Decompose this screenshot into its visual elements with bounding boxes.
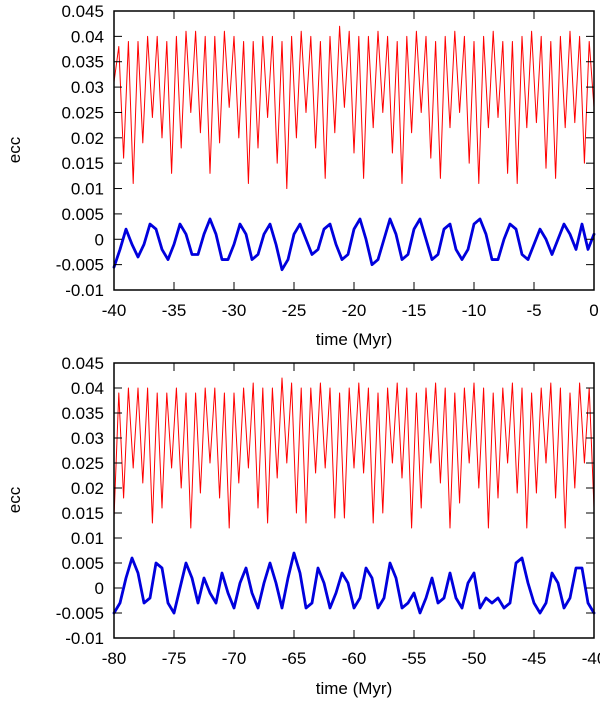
y-tick-label: 0.035	[61, 53, 104, 72]
y-tick-label: 0.01	[71, 180, 104, 199]
y-tick-label: 0.02	[71, 129, 104, 148]
y-tick-label: 0.015	[61, 504, 104, 523]
x-tick-label: -75	[162, 649, 187, 668]
y-tick-label: 0.015	[61, 154, 104, 173]
y-tick-label: 0.04	[71, 27, 104, 46]
y-tick-label: 0.01	[71, 529, 104, 548]
x-tick-label: 0	[589, 301, 598, 320]
y-tick-label: 0	[95, 230, 104, 249]
x-tick-label: -10	[462, 301, 487, 320]
x-tick-label: -5	[526, 301, 541, 320]
x-tick-label: -40	[102, 301, 127, 320]
y-tick-label: -0.005	[56, 256, 104, 275]
y-axis-label: ecc	[5, 136, 24, 163]
red-series-line	[113, 25, 595, 190]
x-tick-label: -15	[402, 301, 427, 320]
x-tick-label: -60	[342, 649, 367, 668]
x-tick-label: -80	[102, 649, 127, 668]
y-tick-label: 0.025	[61, 454, 104, 473]
y-tick-label: -0.01	[65, 629, 104, 648]
x-tick-label: -45	[522, 649, 547, 668]
y-tick-label: 0.045	[61, 354, 104, 373]
x-tick-label: -55	[402, 649, 427, 668]
top-panel: -0.01 -0.005 0 0.005 0.01 0.015 0.02 0.025 0.03 0…	[5, 2, 599, 349]
x-tick-label: -65	[282, 649, 307, 668]
y-tick-label: 0.03	[71, 78, 104, 97]
blue-series-line	[112, 217, 596, 272]
x-tick-label: -20	[342, 301, 367, 320]
x-tick-label: -40	[582, 649, 600, 668]
red-series-line	[113, 377, 595, 529]
x-axis-label: time (Myr)	[316, 330, 392, 349]
y-tick-label: 0.005	[61, 205, 104, 224]
x-tick-label: -30	[222, 301, 247, 320]
y-tick-label: -0.01	[65, 281, 104, 300]
x-tick-label: -35	[162, 301, 187, 320]
blue-series-line	[112, 551, 596, 615]
y-axis-label: ecc	[5, 486, 24, 513]
y-tick-label: 0.045	[61, 2, 104, 21]
y-tick-label: 0	[95, 579, 104, 598]
y-tick-label: 0.02	[71, 479, 104, 498]
x-tick-label: -70	[222, 649, 247, 668]
x-axis-label: time (Myr)	[316, 679, 392, 698]
y-tick-label: 0.03	[71, 429, 104, 448]
bottom-panel: -0.01 -0.005 0 0.005 0.01 0.015 0.02 0.025 0.03 0…	[5, 354, 600, 698]
x-tick-label: -25	[282, 301, 307, 320]
y-tick-label: -0.005	[56, 604, 104, 623]
y-tick-label: 0.035	[61, 404, 104, 423]
y-tick-label: 0.005	[61, 554, 104, 573]
y-tick-label: 0.04	[71, 379, 104, 398]
y-tick-label: 0.025	[61, 103, 104, 122]
x-tick-label: -50	[462, 649, 487, 668]
